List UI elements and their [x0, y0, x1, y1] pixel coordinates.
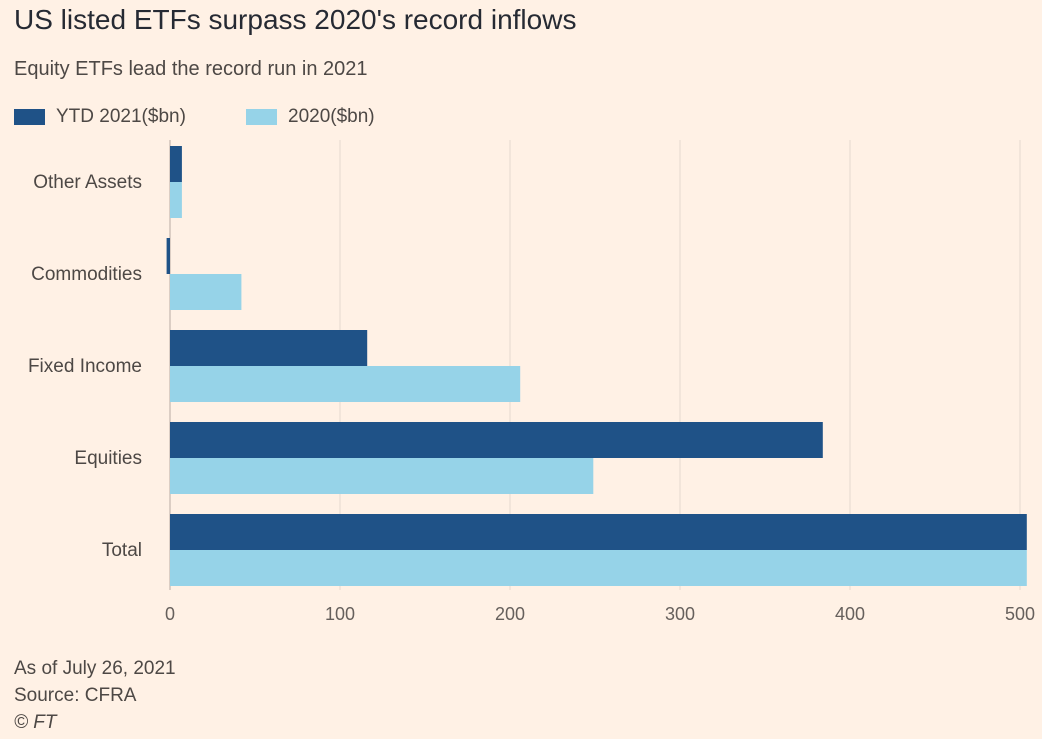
x-tick-label: 400 [835, 604, 865, 624]
source-note: Source: CFRA [14, 685, 137, 706]
bar-2021-total [170, 514, 1027, 550]
bar-chart: 0 100 200 300 400 500 Other Assets Commodities F… [28, 140, 1035, 624]
legend-swatch-2020 [246, 109, 277, 125]
x-tick-label: 100 [325, 604, 355, 624]
x-tick-label: 0 [165, 604, 175, 624]
bar-2020-total [170, 550, 1027, 586]
bar-2021-fixed-income [170, 330, 368, 366]
bar-2020-fixed-income [170, 366, 521, 402]
chart-subtitle: Equity ETFs lead the record run in 2021 [14, 58, 368, 80]
category-label: Total [102, 540, 142, 561]
ft-credit: © FT [14, 712, 57, 733]
x-tick-label: 300 [665, 604, 695, 624]
legend-swatch-2021 [14, 109, 45, 125]
category-label: Equities [74, 448, 142, 469]
category-label: Commodities [31, 264, 142, 285]
date-note: As of July 26, 2021 [14, 658, 176, 679]
legend-label-2020: 2020($bn) [288, 106, 375, 127]
x-tick-label: 200 [495, 604, 525, 624]
bar-2020-commodities [170, 274, 242, 310]
bar-2021-other-assets [170, 146, 182, 182]
category-label: Fixed Income [28, 356, 142, 377]
bar-2020-other-assets [170, 182, 182, 218]
bar-2020-equities [170, 458, 594, 494]
x-tick-label: 500 [1005, 604, 1035, 624]
chart-title: US listed ETFs surpass 2020's record inf… [14, 4, 577, 35]
bar-2021-equities [170, 422, 823, 458]
bar-2021-commodities [166, 238, 170, 274]
legend-label-2021: YTD 2021($bn) [56, 106, 186, 127]
category-label: Other Assets [33, 172, 142, 193]
